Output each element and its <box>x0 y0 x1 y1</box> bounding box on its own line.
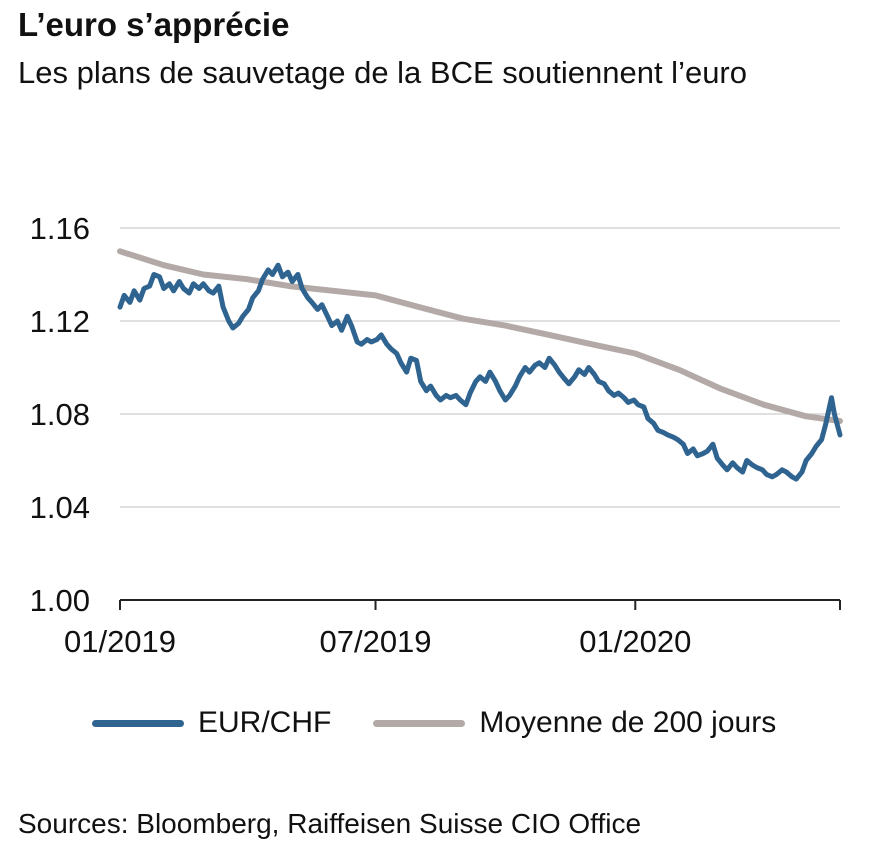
series-layer <box>117 248 843 482</box>
y-tick-label: 1.00 <box>30 583 90 618</box>
axes: 1.00 1.04 1.08 1.12 1.16 01/2019 07/2019 01/202… <box>30 211 841 659</box>
x-tick-label: 07/2019 <box>319 624 431 659</box>
y-tick-label: 1.16 <box>30 211 90 246</box>
chart-title: L’euro s’apprécie <box>18 6 290 43</box>
chart-subtitle: Les plans de sauvetage de la BCE soutien… <box>18 55 747 90</box>
legend-item-ma200: Moyenne de 200 jours <box>373 706 776 740</box>
legend-swatch-ma200 <box>373 719 466 727</box>
source-note: Sources: Bloomberg, Raiffeisen Suisse CI… <box>18 808 642 839</box>
x-tick-label: 01/2019 <box>64 624 176 659</box>
legend-swatch-eurchf <box>92 719 184 727</box>
x-tick-label: 01/2020 <box>579 624 691 659</box>
series-line-eurchf <box>117 262 843 482</box>
legend-label-ma200: Moyenne de 200 jours <box>479 706 777 739</box>
y-tick-label: 1.08 <box>30 397 90 432</box>
y-tick-label: 1.04 <box>30 490 90 525</box>
legend-item-eurchf: EUR/CHF <box>92 706 331 740</box>
line-chart: 1.00 1.04 1.08 1.12 1.16 01/2019 07/2019 01/202… <box>30 211 843 659</box>
legend-label-eurchf: EUR/CHF <box>198 706 332 739</box>
legend: EUR/CHF Moyenne de 200 jours <box>92 706 818 740</box>
series-line-ma200 <box>117 248 843 424</box>
y-tick-label: 1.12 <box>30 304 90 339</box>
